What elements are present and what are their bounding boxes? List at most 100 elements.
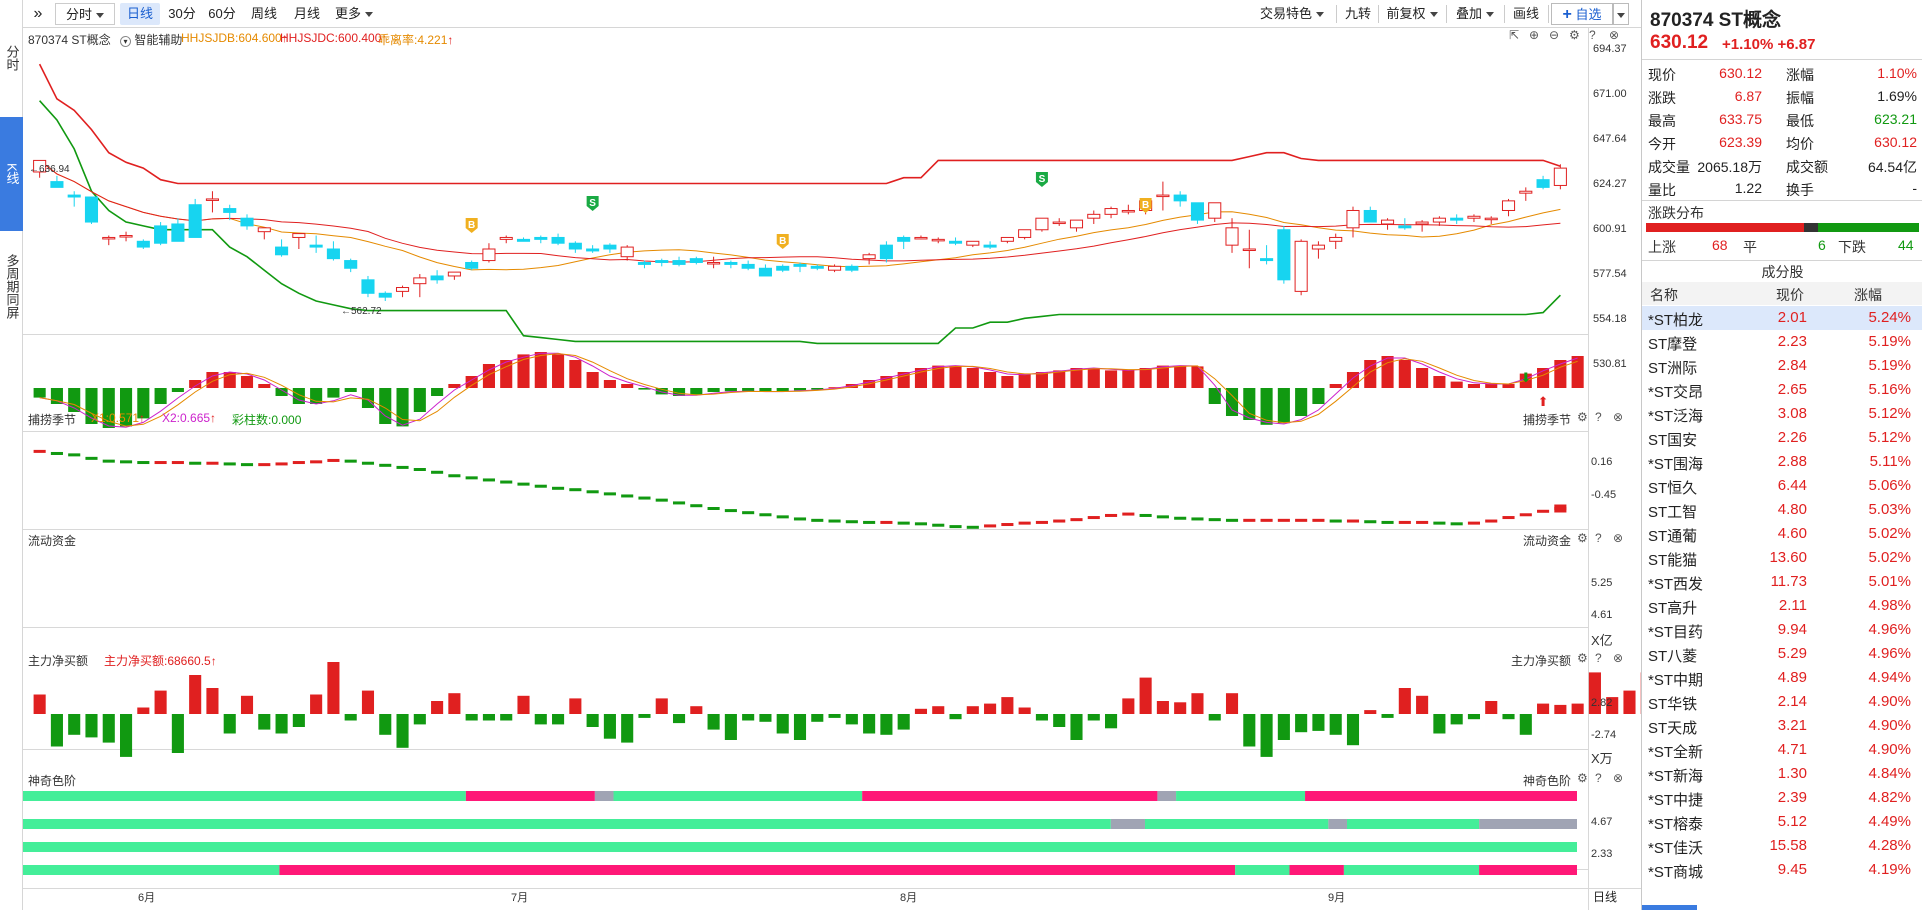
period-label-button[interactable]: 日线	[1593, 890, 1618, 904]
candle-body	[1467, 215, 1481, 219]
stock-row[interactable]: *ST榕泰 5.12 4.49%	[1642, 810, 1922, 834]
stock-name: ST恒久	[1648, 480, 1698, 497]
period-monthly[interactable]: 月线	[293, 6, 320, 21]
help-icon[interactable]: ?	[1595, 410, 1602, 424]
y-tick: 671.00	[1593, 88, 1627, 100]
panel4-bar	[1105, 714, 1118, 729]
panel3-dash	[448, 474, 461, 478]
stock-row[interactable]: *ST目药 9.94 4.96%	[1642, 618, 1922, 642]
panel2-bar	[361, 388, 375, 408]
add-watchlist-caret[interactable]	[1613, 3, 1629, 25]
settings-icon[interactable]: ⚙	[1577, 651, 1588, 665]
candle-body	[534, 236, 548, 240]
help-icon[interactable]: ?	[1595, 771, 1602, 785]
close-icon[interactable]: ⊗	[1613, 651, 1624, 665]
tab-timeshare[interactable]: 分时	[4, 45, 20, 71]
help-icon[interactable]: ?	[1595, 531, 1602, 545]
stock-row[interactable]: *ST交昂 2.65 5.16%	[1642, 378, 1922, 402]
close-icon[interactable]: ⊗	[1613, 771, 1624, 785]
lower-band-line	[39, 100, 1561, 345]
panel3-dash	[33, 449, 46, 453]
period-timeshare-dropdown[interactable]: 分时	[55, 3, 115, 25]
trade-feature-dropdown[interactable]: 交易特色	[1251, 3, 1333, 25]
panel4-bar	[275, 714, 288, 734]
panel3-dash	[258, 463, 271, 467]
stock-row[interactable]: *ST商城 9.45 4.19%	[1642, 858, 1922, 882]
nine-turn-button[interactable]: 九转	[1344, 6, 1371, 21]
candle-body	[1450, 217, 1464, 221]
stock-row[interactable]: ST恒久 6.44 5.06%	[1642, 474, 1922, 498]
tab-kline[interactable]: K线	[0, 117, 23, 231]
overlay-dropdown[interactable]: 叠加	[1449, 3, 1501, 25]
panel2-bar	[984, 372, 997, 388]
panel3-right-title: 流动资金	[1523, 534, 1572, 548]
settings-icon[interactable]: ⚙	[1577, 410, 1588, 424]
panel3-dash	[396, 465, 409, 469]
period-weekly[interactable]: 周线	[250, 6, 277, 21]
stock-row[interactable]: *ST中期 4.89 4.94%	[1642, 666, 1922, 690]
settings-icon[interactable]: ⚙	[1569, 28, 1580, 42]
stock-row[interactable]: ST高升 2.11 4.98%	[1642, 594, 1922, 618]
help-icon[interactable]: ?	[1595, 651, 1602, 665]
tab-multi-period[interactable]: 多周期同屏	[4, 253, 20, 319]
close-icon[interactable]: ⊗	[1613, 410, 1624, 424]
quote-cell: 633.75	[1719, 111, 1762, 127]
period-more-dropdown[interactable]: 更多	[330, 3, 378, 25]
scrollbar[interactable]	[1642, 905, 1697, 910]
candle-body	[1121, 209, 1135, 213]
stock-row[interactable]: *ST西发 11.73 5.01%	[1642, 570, 1922, 594]
stock-name: *ST中捷	[1648, 792, 1704, 809]
stock-row[interactable]: ST通葡 4.60 5.02%	[1642, 522, 1922, 546]
panel3-dash	[50, 451, 63, 455]
period-daily[interactable]: 日线	[120, 3, 160, 25]
settings-icon[interactable]: ⚙	[1577, 771, 1588, 785]
stock-row[interactable]: ST摩登 2.23 5.19%	[1642, 330, 1922, 354]
stock-row[interactable]: *ST新海 1.30 4.84%	[1642, 762, 1922, 786]
double-chevron-right-icon[interactable]: »	[33, 5, 43, 22]
close-icon[interactable]: ⊗	[1609, 28, 1620, 42]
add-watchlist-button[interactable]: + 自选	[1551, 3, 1613, 25]
stock-row[interactable]: *ST中捷 2.39 4.82%	[1642, 786, 1922, 810]
smart-assist-toggle[interactable]: ▾ 智能辅助	[120, 31, 182, 48]
stock-row[interactable]: *ST全新 4.71 4.90%	[1642, 738, 1922, 762]
stock-change: 4.98%	[1868, 597, 1911, 614]
stock-row[interactable]: ST工智 4.80 5.03%	[1642, 498, 1922, 522]
candle-body	[378, 292, 392, 298]
close-icon[interactable]: ⊗	[1613, 531, 1624, 545]
quote-cell: 均价	[1786, 136, 1814, 152]
stock-price: 2.88	[1777, 453, 1807, 470]
stock-row[interactable]: *ST泛海 3.08 5.12%	[1642, 402, 1922, 426]
stock-change: 5.11%	[1869, 453, 1911, 470]
period-60min[interactable]: 60分	[208, 6, 236, 21]
panel3-dash	[828, 519, 841, 523]
candle-body	[1294, 240, 1308, 292]
stock-row[interactable]: ST洲际 2.84 5.19%	[1642, 354, 1922, 378]
stock-row[interactable]: *ST佳沃 15.58 4.28%	[1642, 834, 1922, 858]
stock-row[interactable]: ST天成 3.21 4.90%	[1642, 714, 1922, 738]
panel4-bar	[1623, 690, 1636, 714]
stock-row[interactable]: ST华铁 2.14 4.90%	[1642, 690, 1922, 714]
zoom-out-icon[interactable]: ⊖	[1549, 28, 1560, 42]
stock-row[interactable]: ST能猫 13.60 5.02%	[1642, 546, 1922, 570]
panel3-dash	[206, 461, 219, 465]
help-icon[interactable]: ?	[1589, 28, 1596, 42]
stock-row[interactable]: *ST围海 2.88 5.11%	[1642, 450, 1922, 474]
share-icon[interactable]: ⇱	[1509, 28, 1520, 42]
stock-row[interactable]: ST国安 2.26 5.12%	[1642, 426, 1922, 450]
period-30min[interactable]: 30分	[168, 6, 196, 21]
zoom-in-icon[interactable]: ⊕	[1529, 28, 1540, 42]
panel5-stripe	[465, 791, 595, 801]
panel3-dash	[344, 459, 357, 463]
settings-icon[interactable]: ⚙	[1577, 531, 1588, 545]
adjust-dropdown[interactable]: 前复权	[1381, 3, 1443, 25]
stock-row[interactable]: *ST柏龙 2.01 5.24%	[1642, 306, 1922, 330]
panel3-dash	[1174, 516, 1187, 520]
draw-line-button[interactable]: 画线	[1512, 6, 1539, 21]
kline-chart-svg[interactable]: B S B S B ⬇ ⬆	[23, 28, 1641, 910]
y-tick: -0.45	[1591, 489, 1617, 501]
panel3-dash	[586, 490, 599, 494]
stock-row[interactable]: ST八菱 5.29 4.96%	[1642, 642, 1922, 666]
candle-body	[188, 204, 202, 238]
kline-chart-area[interactable]: B S B S B ⬇ ⬆ 870374 ST概念 ▾ 智能辅助 HHJSJDB:604.6…	[23, 28, 1641, 910]
panel4-bar	[1416, 695, 1429, 714]
